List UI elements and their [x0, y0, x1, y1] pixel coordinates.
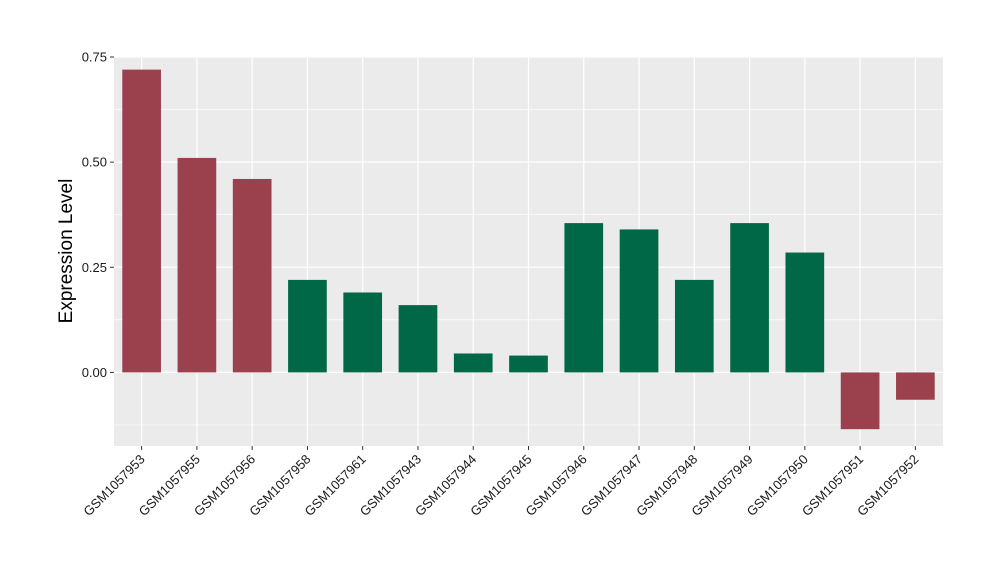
bar-GSM1057958 [288, 279, 327, 373]
bar-GSM1057949 [730, 223, 769, 373]
y-axis: 0.00 0.25 0.50 0.75 [82, 50, 114, 380]
bar-GSM1057953 [122, 69, 161, 373]
bars [122, 69, 935, 430]
bar-GSM1057955 [177, 157, 217, 373]
bar-GSM1057946 [564, 223, 604, 373]
bar-GSM1057943 [398, 305, 438, 373]
bar-GSM1057961 [343, 292, 383, 373]
y-tick-label: 0.75 [82, 50, 107, 65]
bar-GSM1057947 [619, 229, 659, 373]
y-tick-label: 0.00 [82, 365, 107, 380]
y-tick-label: 0.25 [82, 260, 107, 275]
y-tick-label: 0.50 [82, 155, 107, 170]
bar-GSM1057956 [232, 178, 272, 373]
bar-GSM1057951 [840, 372, 880, 430]
y-axis-title: Expression Level [56, 179, 77, 324]
bar-GSM1057950 [785, 252, 825, 373]
bar-GSM1057944 [453, 353, 493, 373]
x-axis: GSM1057953GSM1057955GSM1057956GSM1057958… [80, 446, 921, 519]
bar-GSM1057948 [674, 279, 714, 373]
bar-GSM1057952 [896, 372, 935, 400]
bar-GSM1057945 [509, 355, 548, 373]
